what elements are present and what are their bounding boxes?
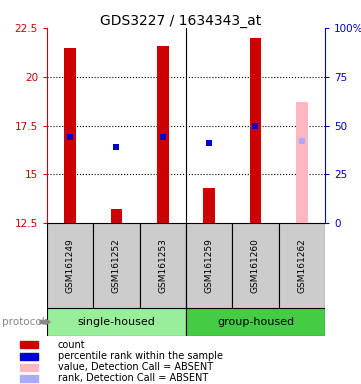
Bar [186,223,232,308]
Text: GSM161249: GSM161249 [66,238,75,293]
Bar [20,375,38,382]
Bar [203,188,215,223]
Bar [93,223,140,308]
Bar [47,308,186,336]
Text: GSM161259: GSM161259 [205,238,214,293]
Text: single-housed: single-housed [78,317,156,327]
Text: protocol: protocol [2,317,45,327]
Text: rank, Detection Call = ABSENT: rank, Detection Call = ABSENT [58,373,208,383]
Bar [111,209,122,223]
Text: group-housed: group-housed [217,317,294,327]
Bar [296,102,308,223]
Bar [64,48,76,223]
Text: GSM161252: GSM161252 [112,238,121,293]
Bar [140,223,186,308]
Bar [279,223,325,308]
Bar [250,38,261,223]
Text: GSM161260: GSM161260 [251,238,260,293]
Bar [157,46,169,223]
Bar [232,223,279,308]
Text: GSM161253: GSM161253 [158,238,168,293]
Text: count: count [58,339,86,350]
Text: GSM161262: GSM161262 [297,238,306,293]
Bar [186,308,325,336]
Bar [20,353,38,359]
Text: percentile rank within the sample: percentile rank within the sample [58,351,223,361]
Text: GDS3227 / 1634343_at: GDS3227 / 1634343_at [100,14,261,28]
Bar [20,364,38,371]
Text: value, Detection Call = ABSENT: value, Detection Call = ABSENT [58,362,213,372]
Bar [20,341,38,348]
Bar [47,223,93,308]
